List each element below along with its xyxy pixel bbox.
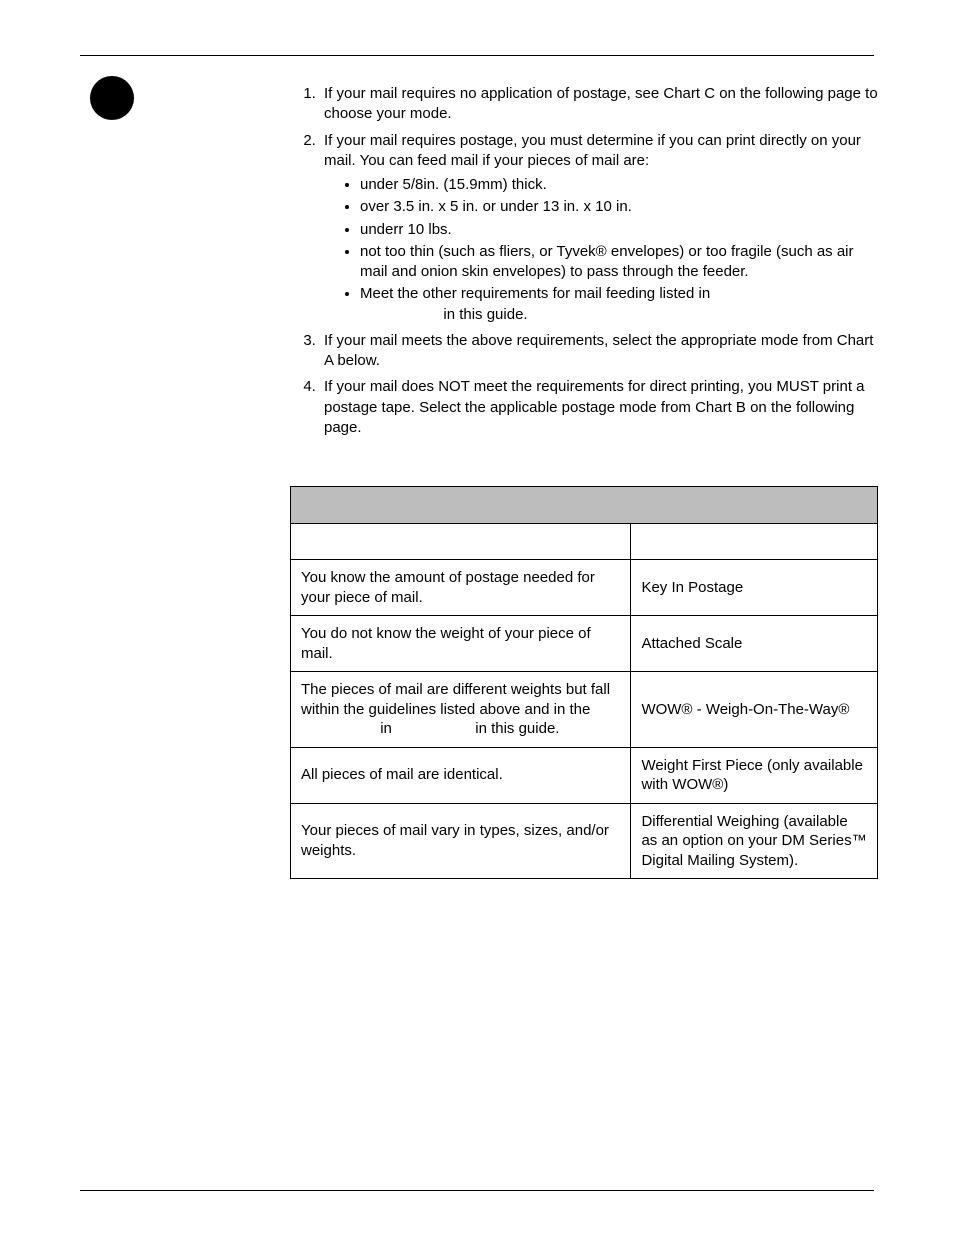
list-item-1: If your mail requires no application of …	[320, 84, 878, 125]
table-row: Your pieces of mail vary in types, sizes…	[291, 803, 878, 879]
sublist-item: not too thin (such as fliers, or Tyvek® …	[360, 242, 878, 283]
top-rule	[80, 55, 874, 56]
list-item-3: If your mail meets the above requirement…	[320, 331, 878, 372]
list-item-2: If your mail requires postage, you must …	[320, 131, 878, 325]
cell-if: You know the amount of postage needed fo…	[291, 560, 631, 616]
cell-if: You do not know the weight of your piece…	[291, 616, 631, 672]
list-item-2-lead: If your mail requires postage, you must …	[324, 132, 861, 169]
r3c1-a: The pieces of mail are different weights…	[301, 681, 610, 718]
cell-then: Differential Weighing (available as an o…	[631, 803, 878, 879]
chart-a-col2-header	[631, 523, 878, 560]
chart-a-title	[291, 487, 878, 524]
bottom-rule	[80, 1190, 874, 1191]
chart-a-header-row	[291, 523, 878, 560]
table-row: All pieces of mail are identical. Weight…	[291, 747, 878, 803]
sublist-item: over 3.5 in. x 5 in. or under 13 in. x 1…	[360, 197, 878, 217]
table-row: You know the amount of postage needed fo…	[291, 560, 878, 616]
cell-then: Attached Scale	[631, 616, 878, 672]
numbered-list: If your mail requires no application of …	[300, 84, 878, 438]
r3c1-b: in	[380, 720, 392, 737]
sublist-item-5a: Meet the other requirements for mail fee…	[360, 285, 710, 302]
sublist-item: under 5/8in. (15.9mm) thick.	[360, 175, 878, 195]
list-item-4: If your mail does NOT meet the requireme…	[320, 377, 878, 438]
cell-then: Weight First Piece (only available with …	[631, 747, 878, 803]
chart-a-col1-header	[291, 523, 631, 560]
sublist-item-5b: in this guide.	[443, 306, 527, 323]
r3c1-c: in this guide.	[475, 720, 559, 737]
main-content: If your mail requires no application of …	[300, 84, 878, 444]
table-row: You do not know the weight of your piece…	[291, 616, 878, 672]
cell-if: The pieces of mail are different weights…	[291, 672, 631, 748]
cell-then: WOW® - Weigh-On-The-Way®	[631, 672, 878, 748]
chart-a-title-row	[291, 487, 878, 524]
cell-if: Your pieces of mail vary in types, sizes…	[291, 803, 631, 879]
cell-if: All pieces of mail are identical.	[291, 747, 631, 803]
chart-a: You know the amount of postage needed fo…	[290, 486, 878, 879]
chart-a-table: You know the amount of postage needed fo…	[290, 486, 878, 879]
sublist-item: Meet the other requirements for mail fee…	[360, 284, 878, 325]
section-dot-icon	[90, 76, 134, 120]
cell-then: Key In Postage	[631, 560, 878, 616]
table-row: The pieces of mail are different weights…	[291, 672, 878, 748]
list-item-2-sublist: under 5/8in. (15.9mm) thick. over 3.5 in…	[324, 175, 878, 325]
sublist-item: underr 10 lbs.	[360, 220, 878, 240]
